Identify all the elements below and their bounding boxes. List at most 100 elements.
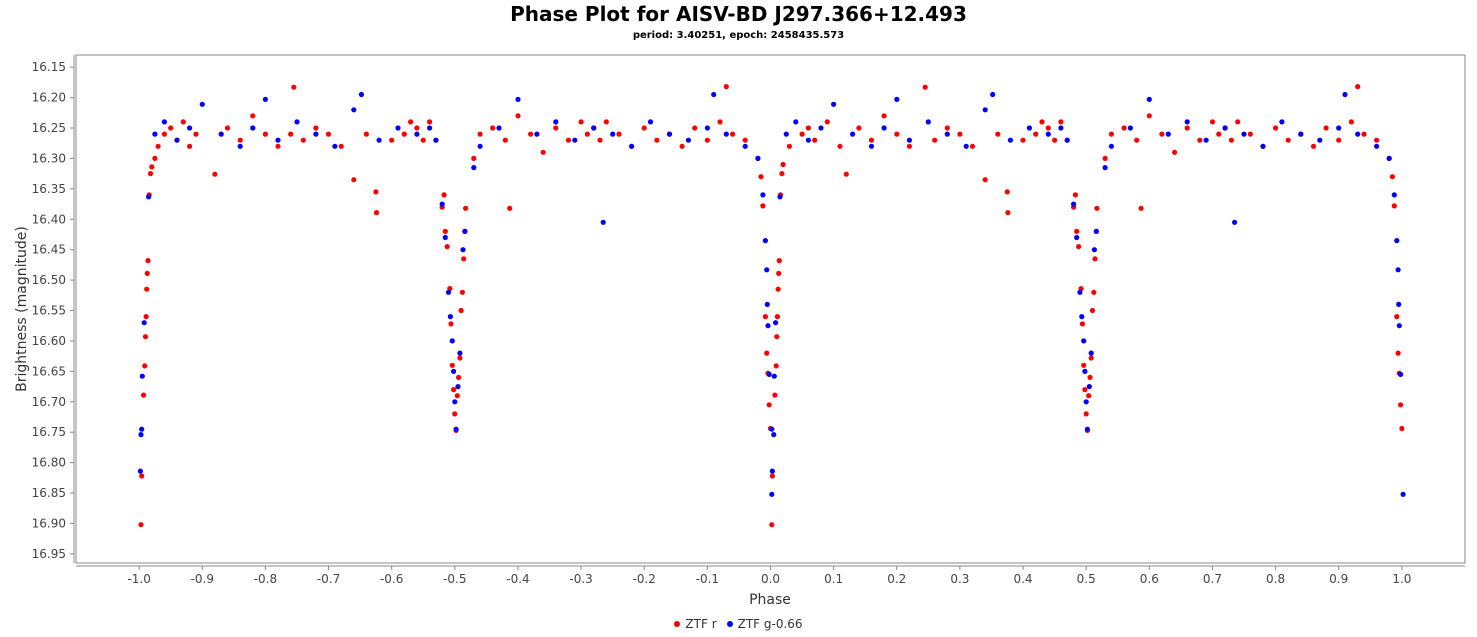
ztf-g-point	[187, 125, 193, 131]
ztf-r-point	[461, 256, 467, 262]
ztf-r-point	[313, 125, 319, 131]
ztf-g-point	[1084, 426, 1090, 432]
ztf-r-point	[262, 131, 268, 137]
ztf-r-point	[1336, 137, 1342, 143]
ztf-r-point	[145, 258, 151, 264]
ztf-g-point	[925, 119, 931, 125]
ztf-r-point	[373, 210, 380, 216]
ztf-r-point	[291, 84, 297, 90]
ztf-g-point	[591, 125, 597, 131]
y-axis-label: Brightness (magnitude)	[14, 226, 30, 392]
ztf-r-point	[1138, 205, 1144, 211]
ztf-r-point	[456, 374, 462, 380]
ztf-r-point	[1072, 192, 1078, 198]
ztf-r-point	[449, 362, 455, 368]
ztf-r-point	[717, 119, 723, 125]
ztf-g-point	[1081, 338, 1087, 344]
ztf-r-point	[507, 205, 513, 211]
ztf-r-point	[144, 270, 150, 276]
ztf-r-point	[458, 307, 464, 314]
ztf-g-point	[906, 137, 913, 143]
ztf-g-point	[805, 137, 812, 143]
ztf-g-point	[1093, 228, 1099, 234]
ztf-r-point	[1310, 143, 1317, 149]
chart-subtitle: period: 3.40251, epoch: 2458435.573	[632, 30, 845, 41]
ztf-r-point	[161, 131, 167, 137]
ztf-g-point	[1203, 137, 1209, 143]
ztf-g-point	[447, 314, 453, 320]
ztf-g-point	[275, 137, 281, 143]
ztf-g-point	[711, 91, 717, 98]
ztf-r-point	[325, 131, 332, 137]
ztf-r-point	[1092, 256, 1098, 262]
ztf-r-point	[1391, 203, 1397, 209]
ztf-r-point	[1004, 189, 1010, 195]
ztf-r-point	[1361, 131, 1367, 137]
ztf-g-point	[1082, 368, 1088, 374]
ztf-r-point	[1399, 425, 1405, 432]
ztf-g-point	[704, 125, 711, 131]
ztf-g-point	[1058, 125, 1064, 131]
ztf-r-point	[766, 402, 772, 408]
ztf-g-point	[723, 131, 729, 137]
ztf-g-point	[1165, 131, 1171, 137]
ztf-r-point	[995, 131, 1001, 137]
ztf-g-point	[769, 468, 776, 474]
x-tick-label: 0.0	[761, 572, 780, 586]
x-axis-ticks: -1.0 -0.9 -0.8 -0.7 -0.6 -0.5 -0.4 -0.3 -0.2 -0.1…	[127, 566, 1411, 586]
ztf-r-point	[1159, 131, 1165, 137]
ztf-g-point	[395, 125, 401, 131]
ztf-r-point	[144, 286, 150, 292]
x-tick-label: 0.1	[824, 572, 843, 586]
ztf-r-point	[1216, 131, 1222, 137]
y-tick-label: 16.40	[32, 212, 66, 226]
ztf-r-point	[1184, 125, 1190, 131]
ztf-r-point	[1209, 119, 1216, 125]
ztf-r-point	[477, 131, 483, 137]
ztf-g-point	[818, 125, 824, 131]
ztf-r-point	[408, 119, 414, 125]
ztf-r-point	[427, 119, 433, 125]
ztf-r-point	[1005, 210, 1011, 216]
ztf-r-point	[1273, 125, 1279, 131]
ztf-r-point	[142, 334, 149, 340]
ztf-r-point	[1108, 131, 1114, 137]
legend-marker-ztf-g	[726, 621, 733, 627]
ztf-r-point	[1172, 149, 1178, 155]
ztf-g-point	[742, 143, 748, 149]
y-tick-label: 16.60	[32, 334, 66, 348]
ztf-r-point	[773, 363, 779, 369]
y-tick-label: 16.25	[32, 121, 66, 135]
ztf-g-point	[141, 320, 147, 326]
ztf-r-point	[969, 143, 976, 149]
y-axis-ticks: 16.15 16.20 16.25 16.30 16.35 16.40 16.45 16.50…	[32, 60, 74, 561]
ztf-r-point	[1052, 137, 1058, 143]
x-tick-label: 0.4	[1013, 572, 1032, 586]
ztf-r-point	[300, 137, 306, 143]
x-tick-label: -0.4	[506, 572, 529, 586]
ztf-r-point	[147, 171, 154, 177]
ztf-g-point	[439, 201, 445, 207]
ztf-g-point	[850, 131, 856, 137]
ztf-g-point	[769, 491, 775, 497]
ztf-g-point	[139, 373, 145, 379]
ztf-r-point	[414, 125, 420, 131]
ztf-r-point	[837, 143, 843, 149]
ztf-r-point	[584, 131, 591, 137]
ztf-g-point	[777, 194, 783, 200]
ztf-g-point	[496, 125, 502, 131]
ztf-r-point	[654, 137, 660, 143]
ztf-r-point	[180, 119, 186, 125]
ztf-r-point	[764, 350, 770, 356]
ztf-r-point	[957, 131, 963, 137]
ztf-r-point	[451, 387, 457, 393]
legend-label-ztf-r: ZTF r	[685, 617, 717, 631]
ztf-r-point	[401, 131, 407, 137]
ztf-r-point	[922, 84, 928, 90]
ztf-r-point	[1074, 228, 1080, 234]
ztf-r-point	[212, 171, 218, 177]
ztf-r-point	[730, 131, 736, 137]
ztf-r-point	[237, 137, 243, 143]
ztf-r-point	[597, 137, 603, 143]
ztf-r-point	[1091, 289, 1097, 295]
